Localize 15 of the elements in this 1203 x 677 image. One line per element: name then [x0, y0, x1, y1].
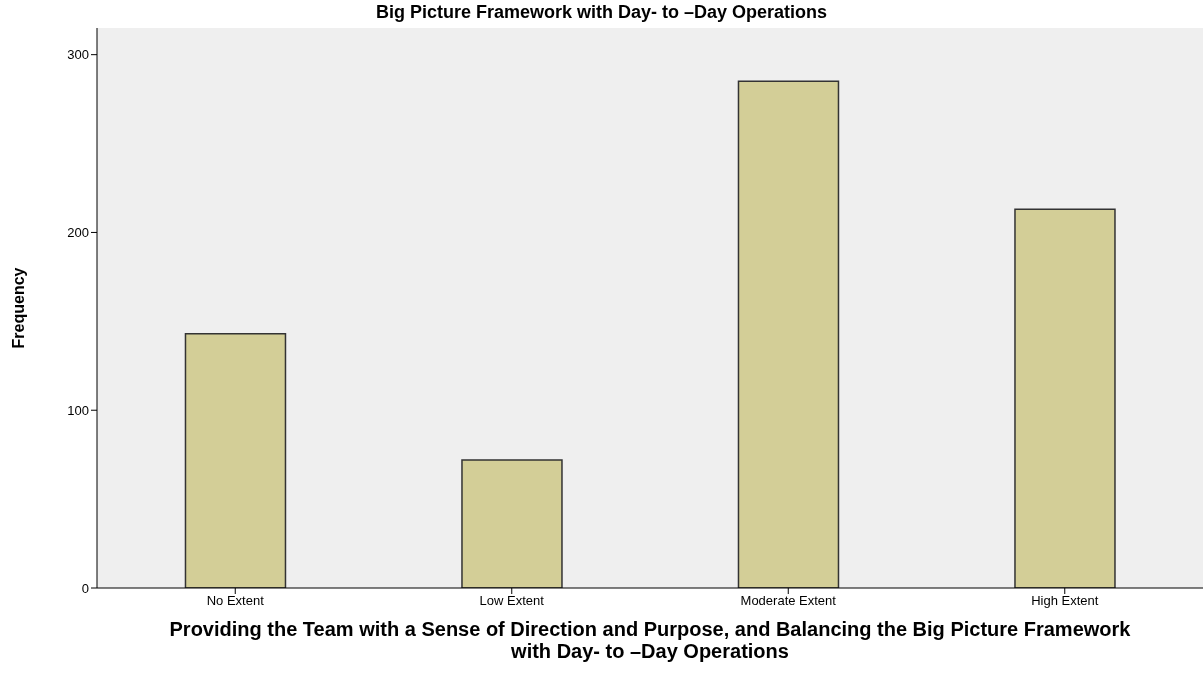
bar [461, 459, 563, 588]
bar [1014, 208, 1116, 588]
y-tick-label: 0 [81, 580, 89, 596]
x-tick-label: Low Extent [479, 593, 545, 609]
bar [184, 333, 287, 588]
y-tick-label: 200 [67, 225, 89, 241]
y-tick-label: 300 [67, 47, 89, 63]
x-tick-label: No Extent [206, 593, 265, 609]
chart-title: Big Picture Framework with Day- to –Day Operations [374, 2, 829, 23]
x-tick-label: High Extent [1031, 593, 1099, 609]
x-axis-title: Providing the Team with a Sense of Direction and Purpose, and Balancing the Big Picture Framework with Day- to –Day Operations [168, 618, 1132, 662]
y-axis-title: Frequency [9, 267, 27, 349]
bar [737, 80, 840, 588]
x-tick-label: Moderate Extent [740, 593, 837, 609]
y-tick-label: 100 [67, 402, 89, 418]
